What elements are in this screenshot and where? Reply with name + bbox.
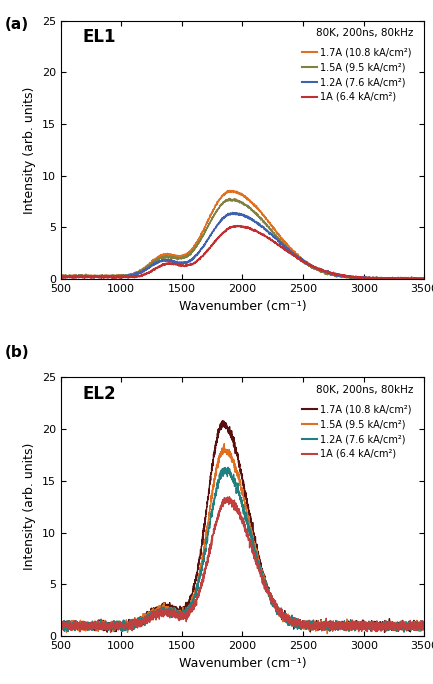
Y-axis label: Intensity (arb. units): Intensity (arb. units) bbox=[23, 443, 36, 570]
Text: EL2: EL2 bbox=[82, 385, 116, 404]
Text: (a): (a) bbox=[4, 17, 29, 32]
Y-axis label: Intensity (arb. units): Intensity (arb. units) bbox=[23, 86, 36, 213]
Text: EL1: EL1 bbox=[82, 28, 116, 47]
Legend: 1.7A (10.8 kA/cm²), 1.5A (9.5 kA/cm²), 1.2A (7.6 kA/cm²), 1A (6.4 kA/cm²): 1.7A (10.8 kA/cm²), 1.5A (9.5 kA/cm²), 1… bbox=[298, 44, 416, 106]
X-axis label: Wavenumber (cm⁻¹): Wavenumber (cm⁻¹) bbox=[179, 300, 306, 313]
X-axis label: Wavenumber (cm⁻¹): Wavenumber (cm⁻¹) bbox=[179, 657, 306, 670]
Text: (b): (b) bbox=[4, 345, 29, 360]
Text: 80K, 200ns, 80kHz: 80K, 200ns, 80kHz bbox=[316, 385, 414, 395]
Legend: 1.7A (10.8 kA/cm²), 1.5A (9.5 kA/cm²), 1.2A (7.6 kA/cm²), 1A (6.4 kA/cm²): 1.7A (10.8 kA/cm²), 1.5A (9.5 kA/cm²), 1… bbox=[298, 400, 416, 463]
Text: 80K, 200ns, 80kHz: 80K, 200ns, 80kHz bbox=[316, 28, 414, 38]
